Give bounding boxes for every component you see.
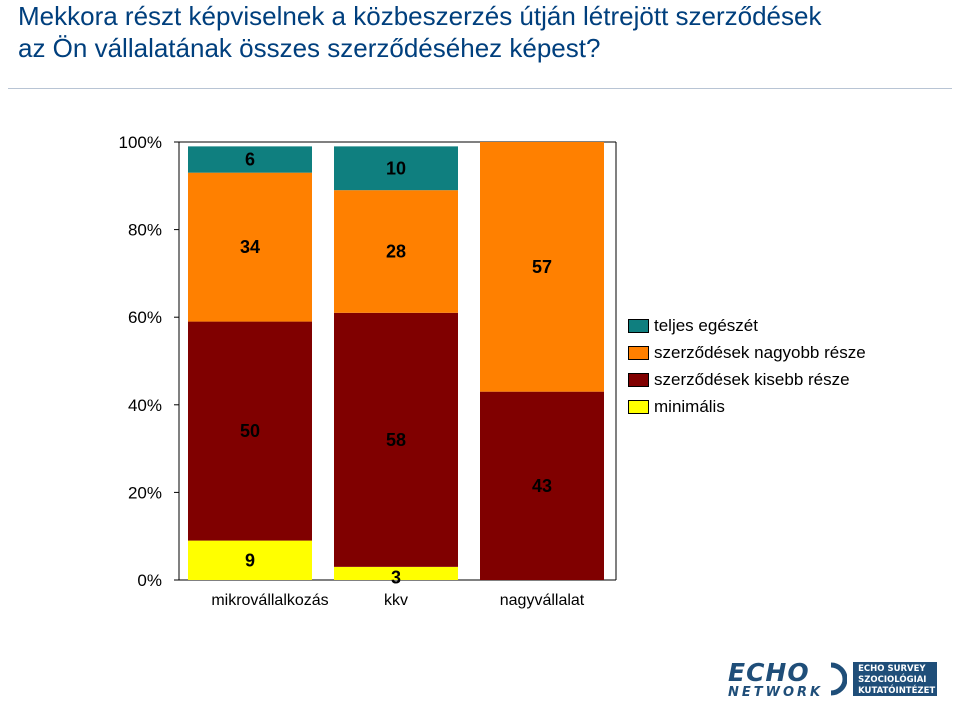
logo-box-line-2: SZOCIOLÓGIAI bbox=[858, 675, 927, 685]
y-tick-label: 0% bbox=[137, 571, 162, 590]
logo-arc-icon bbox=[830, 662, 848, 696]
logo-wordmark: ECHO NETWORK bbox=[728, 660, 823, 699]
bar-segment bbox=[334, 312, 458, 567]
data-label: 3 bbox=[391, 567, 401, 587]
title-divider bbox=[8, 88, 952, 89]
chart-legend: teljes egészét szerződések nagyobb része… bbox=[628, 312, 866, 420]
data-label: 28 bbox=[386, 242, 406, 262]
bar-segment bbox=[188, 172, 312, 322]
data-label: 10 bbox=[386, 158, 406, 178]
logo-name-top: ECHO bbox=[728, 657, 810, 687]
y-tick-label: 100% bbox=[119, 133, 162, 152]
data-label: 6 bbox=[245, 150, 255, 170]
legend-item-minimalis: minimális bbox=[628, 393, 866, 420]
legend-swatch-kisebb bbox=[628, 372, 649, 387]
data-label: 34 bbox=[240, 237, 260, 257]
logo-box-line-1: ECHO SURVEY bbox=[858, 664, 926, 674]
data-label: 58 bbox=[386, 430, 406, 450]
bar-segment bbox=[480, 391, 604, 580]
x-category-label: kkv bbox=[384, 592, 408, 609]
y-tick-label: 40% bbox=[128, 396, 162, 415]
logo-box: ECHO SURVEY SZOCIOLÓGIAI KUTATÓINTÉZET bbox=[853, 662, 938, 696]
bar-segment bbox=[334, 190, 458, 313]
logo-box-line-3: KUTATÓINTÉZET bbox=[858, 686, 936, 696]
data-label: 50 bbox=[240, 421, 260, 441]
bar-segment bbox=[188, 540, 312, 580]
legend-swatch-teljes bbox=[628, 318, 649, 333]
data-label: 43 bbox=[532, 476, 552, 496]
data-label: 9 bbox=[245, 550, 255, 570]
title-line-2: az Ön vállalatának összes szerződéséhez … bbox=[18, 33, 601, 63]
bar-segment bbox=[334, 566, 458, 580]
legend-item-nagyobb: szerződések nagyobb része bbox=[628, 339, 866, 366]
legend-item-teljes: teljes egészét bbox=[628, 312, 866, 339]
legend-swatch-minimalis bbox=[628, 399, 649, 414]
x-category-label: nagyvállalat bbox=[500, 592, 585, 609]
logo-name-bottom: NETWORK bbox=[728, 684, 824, 700]
bar-segment bbox=[188, 321, 312, 541]
echo-network-logo: ECHO NETWORK ECHO SURVEY SZOCIOLÓGIAI KU… bbox=[728, 660, 938, 699]
legend-label-teljes: teljes egészét bbox=[654, 315, 758, 335]
y-tick-label: 20% bbox=[128, 483, 162, 502]
y-tick-label: 80% bbox=[128, 221, 162, 240]
data-label: 57 bbox=[532, 257, 552, 277]
page-title: Mekkora részt képviselnek a közbeszerzés… bbox=[18, 0, 958, 64]
bar-segment bbox=[480, 142, 604, 392]
y-tick-label: 60% bbox=[128, 308, 162, 327]
legend-label-nagyobb: szerződések nagyobb része bbox=[654, 342, 866, 362]
legend-item-kisebb: szerződések kisebb része bbox=[628, 366, 866, 393]
legend-swatch-nagyobb bbox=[628, 345, 649, 360]
bar-segment bbox=[188, 146, 312, 173]
bar-segment bbox=[334, 146, 458, 191]
x-category-label: mikrovállalkozás bbox=[211, 592, 328, 609]
legend-label-kisebb: szerződések kisebb része bbox=[654, 369, 850, 389]
title-line-1: Mekkora részt képviselnek a közbeszerzés… bbox=[18, 1, 822, 31]
legend-label-minimalis: minimális bbox=[654, 396, 725, 416]
